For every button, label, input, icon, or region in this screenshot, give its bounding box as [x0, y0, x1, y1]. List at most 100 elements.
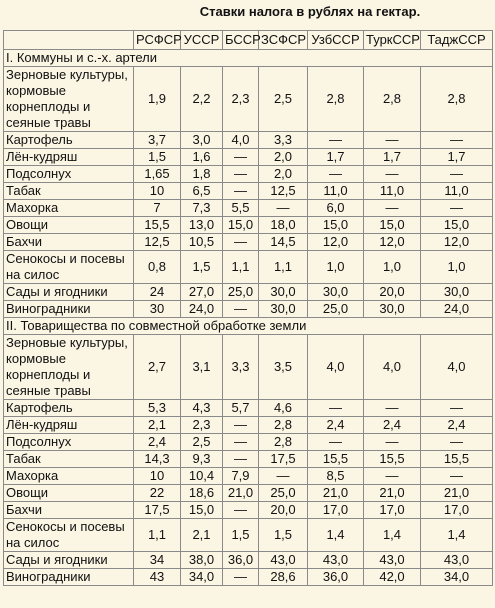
data-row: Табак 10 6,5—12,5 11,0 11,0 11,0 — [3, 182, 493, 200]
table-body: I. Коммуны и с.-х. артели Зерновые культу… — [3, 49, 493, 586]
value-cell: — — [420, 199, 493, 217]
data-row: Зерновые культуры, кормовые корнеплоды и… — [3, 66, 493, 132]
value-cell: 13,0 — [180, 216, 223, 234]
value-cell: 34 — [133, 551, 181, 569]
row-label: Бахчи — [3, 501, 134, 519]
value-cell: — — [258, 467, 308, 485]
value-cell: — — [222, 450, 259, 468]
value-cell: 15,0 — [363, 216, 421, 234]
value-cell: 14,5 — [258, 233, 308, 251]
value-cell: 1,7 — [363, 148, 421, 166]
value-cell: 1,5 — [258, 518, 308, 552]
data-row: Бахчи 12,5 10,5—14,5 12,0 12,0 12,0 — [3, 233, 493, 251]
value-cell: 2,4 — [363, 416, 421, 434]
value-cell: — — [222, 300, 259, 318]
value-cell: 43,0 — [420, 551, 493, 569]
value-cell: 3,7 — [133, 131, 181, 149]
value-cell: — — [222, 568, 259, 586]
value-cell: — — [420, 165, 493, 183]
value-cell: 11,0 — [420, 182, 493, 200]
section-title: I. Коммуны и с.-х. артели — [3, 49, 493, 67]
value-cell: 3,3 — [258, 131, 308, 149]
data-row: Лён-кудряш 2,1 2,3—2,8 2,4 2,4 2,4 — [3, 416, 493, 434]
value-cell: 2,2 — [180, 66, 223, 132]
value-cell: 15,5 — [363, 450, 421, 468]
data-row: Бахчи 17,5 15,0—20,0 17,0 17,0 17,0 — [3, 501, 493, 519]
value-cell: 18,0 — [258, 216, 308, 234]
value-cell: 1,5 — [180, 250, 223, 284]
value-cell: 25,0 — [222, 283, 259, 301]
value-cell: 2,8 — [307, 66, 364, 132]
value-cell: 17,0 — [420, 501, 493, 519]
row-label: Подсолнух — [3, 433, 134, 451]
value-cell: 5,7 — [222, 399, 259, 417]
value-cell: 7,3 — [180, 199, 223, 217]
data-row: Подсолнух 2,4 2,5—2,8— — — — [3, 433, 493, 451]
value-cell: 30,0 — [258, 300, 308, 318]
value-cell: 30,0 — [363, 300, 421, 318]
value-cell: 15,5 — [420, 450, 493, 468]
value-cell: 4,0 — [222, 131, 259, 149]
value-cell: — — [258, 199, 308, 217]
value-cell: 1,1 — [222, 250, 259, 284]
row-label: Махорка — [3, 199, 134, 217]
value-cell: 3,0 — [180, 131, 223, 149]
value-cell: — — [420, 399, 493, 417]
row-label: Бахчи — [3, 233, 134, 251]
value-cell: 12,0 — [307, 233, 364, 251]
value-cell: 17,0 — [363, 501, 421, 519]
value-cell: 43,0 — [307, 551, 364, 569]
value-cell: 2,8 — [363, 66, 421, 132]
row-label: Виноградники — [3, 568, 134, 586]
value-cell: — — [307, 399, 364, 417]
value-cell: 2,4 — [307, 416, 364, 434]
value-cell: — — [222, 165, 259, 183]
value-cell: 25,0 — [258, 484, 308, 502]
value-cell: 11,0 — [363, 182, 421, 200]
value-cell: 1,4 — [307, 518, 364, 552]
value-cell: 20,0 — [363, 283, 421, 301]
data-row: Сенокосы и посевы на силос 0,8 1,5 1,1 1,1 1,… — [3, 250, 493, 284]
value-cell: 42,0 — [363, 568, 421, 586]
value-cell: 43,0 — [363, 551, 421, 569]
data-row: Сады и ягодники 34 38,0 36,0 43,0 43,0 43,0 43,… — [3, 551, 493, 569]
value-cell: 1,65 — [133, 165, 181, 183]
value-cell: — — [363, 467, 421, 485]
value-cell: 24,0 — [180, 300, 223, 318]
data-row: Подсолнух 1,65 1,8—2,0— — — — [3, 165, 493, 183]
value-cell: 11,0 — [307, 182, 364, 200]
value-cell: 30 — [133, 300, 181, 318]
data-row: Виноградники 43 34,0—28,6 36,0 42,0 34,0 — [3, 568, 493, 586]
value-cell: 25,0 — [307, 300, 364, 318]
row-label: Табак — [3, 450, 134, 468]
value-cell: — — [363, 199, 421, 217]
tax-table: РСФСР УССР БССР ЗСФСР УзбССР ТуркССР ТаджССР I… — [3, 30, 493, 586]
value-cell: 4,0 — [363, 334, 421, 400]
value-cell: 12,0 — [363, 233, 421, 251]
value-cell: 1,8 — [180, 165, 223, 183]
value-cell: — — [307, 165, 364, 183]
value-cell: 8,5 — [307, 467, 364, 485]
value-cell: 2,3 — [222, 66, 259, 132]
value-cell: 1,0 — [363, 250, 421, 284]
value-cell: 10,4 — [180, 467, 223, 485]
data-row: Лён-кудряш 1,5 1,6—2,0 1,7 1,7 1,7 — [3, 148, 493, 166]
row-label: Овощи — [3, 484, 134, 502]
header-cell: РСФСР — [133, 30, 182, 50]
value-cell: 21,0 — [363, 484, 421, 502]
value-cell: 7,9 — [222, 467, 259, 485]
value-cell: 21,0 — [420, 484, 493, 502]
value-cell: 36,0 — [307, 568, 364, 586]
value-cell: 2,1 — [133, 416, 181, 434]
value-cell: 1,0 — [307, 250, 364, 284]
value-cell: 15,0 — [420, 216, 493, 234]
value-cell: — — [307, 433, 364, 451]
row-label: Виноградники — [3, 300, 134, 318]
value-cell: 1,1 — [133, 518, 181, 552]
data-row: Зерновые культуры, кормовые корнеплоды и… — [3, 334, 493, 400]
value-cell: — — [363, 165, 421, 183]
value-cell: 38,0 — [180, 551, 223, 569]
row-label: Лён-кудряш — [3, 416, 134, 434]
value-cell: 27,0 — [180, 283, 223, 301]
header-cell — [3, 30, 134, 50]
